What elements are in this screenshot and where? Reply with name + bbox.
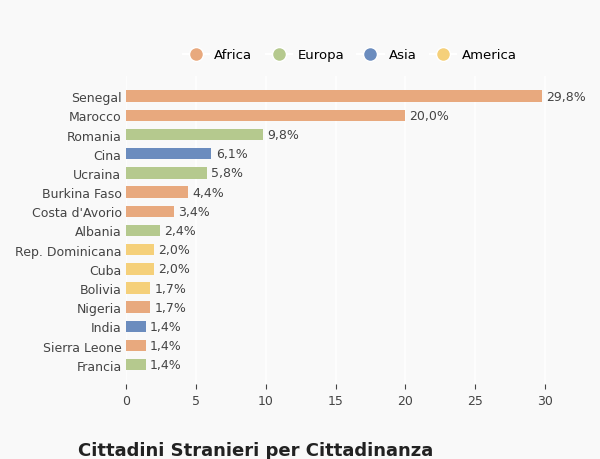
- Text: 2,4%: 2,4%: [164, 224, 196, 237]
- Text: 6,1%: 6,1%: [215, 148, 247, 161]
- Text: 1,4%: 1,4%: [150, 358, 182, 371]
- Bar: [127, 187, 188, 198]
- Legend: Africa, Europa, Asia, America: Africa, Europa, Asia, America: [178, 44, 522, 67]
- Bar: [127, 149, 211, 160]
- Text: 29,8%: 29,8%: [547, 90, 586, 103]
- Text: 4,4%: 4,4%: [192, 186, 224, 199]
- Bar: [127, 168, 207, 179]
- Bar: [127, 263, 154, 275]
- Text: 3,4%: 3,4%: [178, 205, 210, 218]
- Text: 2,0%: 2,0%: [158, 263, 190, 276]
- Text: Cittadini Stranieri per Cittadinanza: Cittadini Stranieri per Cittadinanza: [78, 441, 433, 459]
- Bar: [127, 206, 174, 218]
- Text: 9,8%: 9,8%: [267, 129, 299, 142]
- Bar: [127, 321, 146, 332]
- Text: 20,0%: 20,0%: [410, 110, 449, 123]
- Bar: [127, 225, 160, 237]
- Text: 2,0%: 2,0%: [158, 244, 190, 257]
- Bar: [127, 359, 146, 371]
- Text: 1,4%: 1,4%: [150, 339, 182, 352]
- Text: 1,7%: 1,7%: [154, 301, 186, 314]
- Bar: [127, 340, 146, 352]
- Bar: [127, 129, 263, 141]
- Bar: [127, 110, 406, 122]
- Text: 1,4%: 1,4%: [150, 320, 182, 333]
- Text: 1,7%: 1,7%: [154, 282, 186, 295]
- Bar: [127, 91, 542, 103]
- Text: 5,8%: 5,8%: [211, 167, 244, 180]
- Bar: [127, 302, 150, 313]
- Bar: [127, 244, 154, 256]
- Bar: [127, 283, 150, 294]
